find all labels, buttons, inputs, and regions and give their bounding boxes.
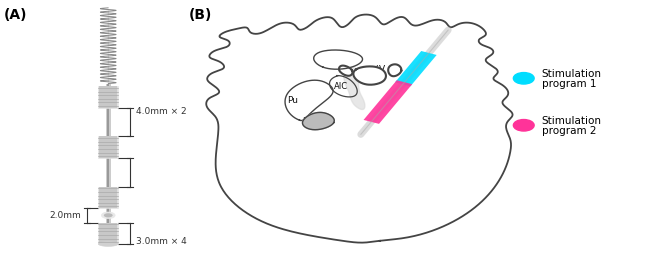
Text: Stimulation: Stimulation <box>542 116 602 126</box>
Bar <box>98 222 118 244</box>
Ellipse shape <box>101 212 115 219</box>
Bar <box>98 187 118 208</box>
Circle shape <box>514 73 534 84</box>
Text: NAc: NAc <box>302 117 319 126</box>
Text: program 1: program 1 <box>542 79 596 88</box>
Polygon shape <box>339 66 352 76</box>
Text: AIC: AIC <box>334 82 348 91</box>
Text: Stimulation: Stimulation <box>542 69 602 79</box>
Ellipse shape <box>98 242 118 246</box>
Text: Ca: Ca <box>337 66 349 75</box>
Text: 2.0mm: 2.0mm <box>49 211 81 220</box>
Circle shape <box>514 120 534 131</box>
Polygon shape <box>388 64 401 76</box>
Bar <box>107 84 110 245</box>
Text: Pu: Pu <box>287 96 298 105</box>
Text: (B): (B) <box>188 8 212 22</box>
Bar <box>98 86 118 108</box>
Bar <box>98 136 118 158</box>
Bar <box>106 84 111 245</box>
Text: (A): (A) <box>4 8 28 22</box>
Text: 4.0mm × 2: 4.0mm × 2 <box>136 107 186 116</box>
Bar <box>100 222 117 244</box>
Text: LV: LV <box>375 65 385 74</box>
Text: 3.0mm × 4: 3.0mm × 4 <box>136 237 186 246</box>
Polygon shape <box>344 67 365 110</box>
Text: program 2: program 2 <box>542 126 596 135</box>
Polygon shape <box>302 112 335 130</box>
Bar <box>100 187 117 208</box>
Ellipse shape <box>104 213 113 217</box>
Bar <box>100 86 117 108</box>
Bar <box>100 136 117 158</box>
Polygon shape <box>395 51 437 86</box>
Polygon shape <box>354 66 386 85</box>
Polygon shape <box>363 80 412 124</box>
